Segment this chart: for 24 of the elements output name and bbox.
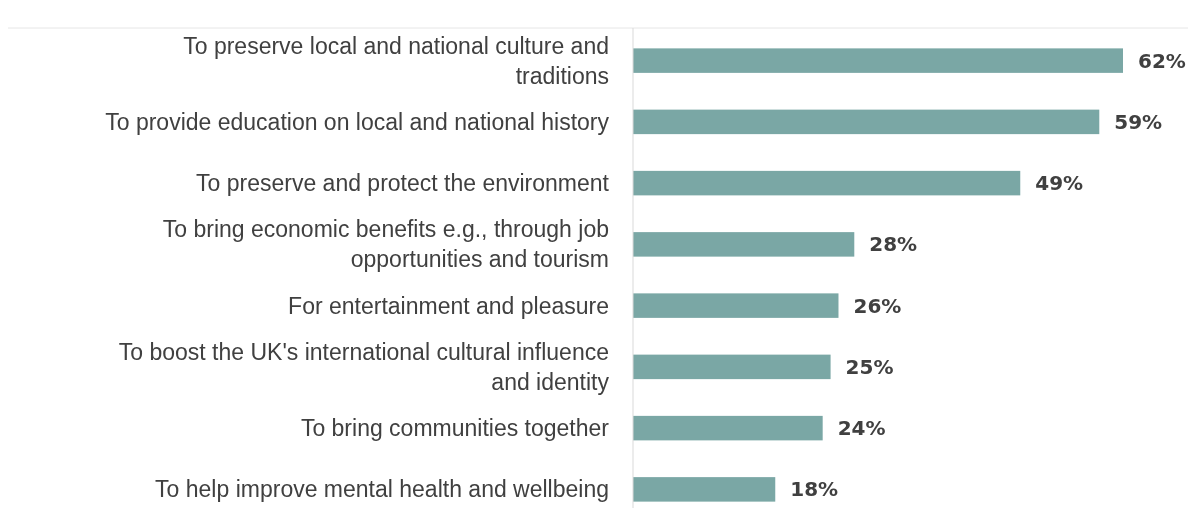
data-label: 62% [1138, 48, 1186, 73]
y-tick-label: For entertainment and pleasure [288, 292, 609, 319]
data-label: 24% [837, 416, 886, 441]
data-label: 28% [869, 232, 918, 257]
y-tick-label: To preserve local and national culture and traditions [183, 32, 609, 89]
bar [633, 48, 1123, 73]
bar [633, 354, 831, 380]
bar [633, 109, 1100, 135]
y-tick-label: To provide education on local and national history [105, 108, 610, 135]
bar [633, 170, 1021, 196]
data-label: 25% [845, 354, 894, 379]
bar [633, 232, 855, 257]
bar [633, 415, 823, 441]
data-label: 26% [853, 293, 902, 318]
y-tick-label: To boost the UK's international cultural influence and identity [118, 338, 610, 395]
data-label: 59% [1114, 109, 1163, 134]
bar [633, 293, 839, 318]
data-label: 18% [790, 477, 839, 502]
bar [633, 477, 776, 502]
y-tick-label: To bring economic benefits e.g., through job opportunities and tourism [162, 216, 609, 273]
data-label: 49% [1035, 171, 1084, 196]
y-tick-label: To help improve mental health and wellbeing [155, 476, 609, 503]
y-tick-label: To bring communities together [300, 415, 610, 442]
y-tick-label: To preserve and protect the environment [196, 170, 610, 197]
